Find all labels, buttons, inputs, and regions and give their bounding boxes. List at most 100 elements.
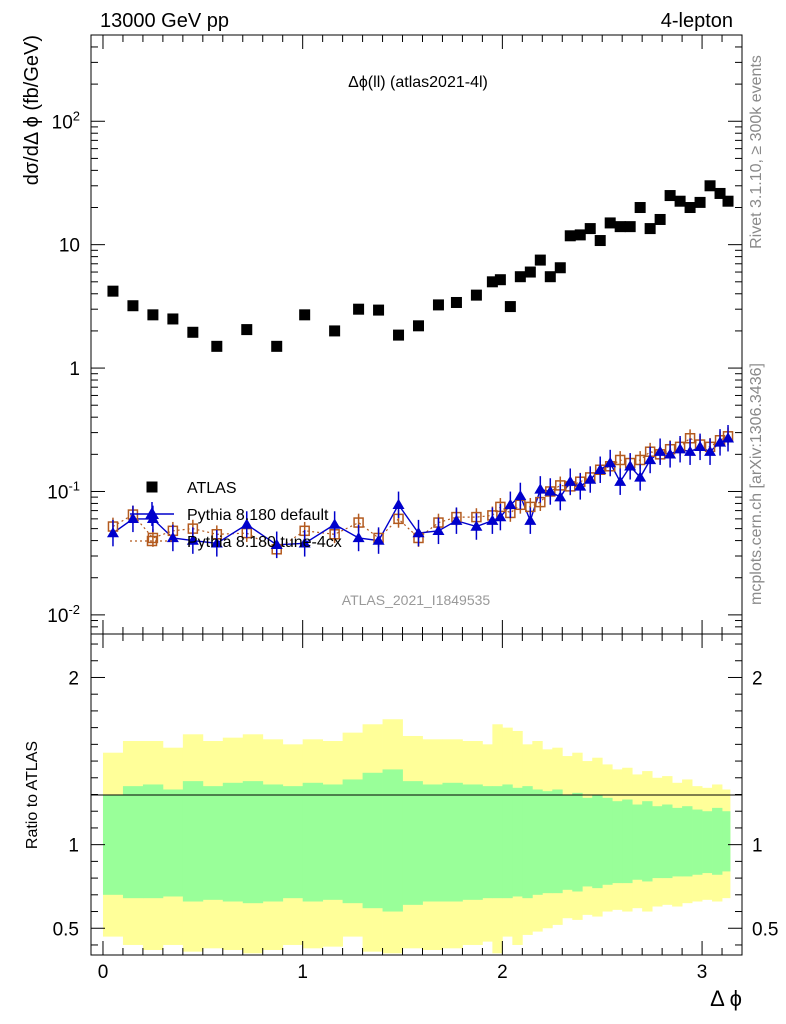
- stat-band-bin: [672, 807, 683, 877]
- atlas-point: [674, 195, 686, 207]
- ratio-bands: [102, 719, 731, 954]
- atlas-point: [534, 254, 546, 266]
- legend-default-marker: [145, 507, 159, 519]
- default-point: [470, 520, 483, 531]
- stat-band-bin: [102, 794, 124, 895]
- legend-tune-4cx-marker: [146, 535, 158, 547]
- ratio-y-tick-label-right: 1: [752, 836, 763, 857]
- stat-band-bin: [562, 794, 573, 890]
- tune-4cx-point: [614, 454, 626, 466]
- atlas-point: [187, 326, 199, 338]
- stat-band-bin: [712, 807, 723, 875]
- x-axis-label: Δ ϕ: [710, 986, 742, 1011]
- atlas-point: [211, 340, 223, 352]
- default-point: [432, 524, 445, 536]
- main-plot: 10-2 10-1 1 10 102 Δϕ(ll) (atlas2021-4l) ATL…: [21, 34, 743, 635]
- default-point: [106, 527, 119, 538]
- stat-band-bin: [122, 786, 144, 899]
- atlas-point: [504, 301, 516, 313]
- default-point: [614, 475, 627, 486]
- stat-band-bin: [722, 811, 731, 872]
- default-point: [514, 489, 527, 501]
- ratio-x-ticks: 0 1 2 3: [98, 634, 743, 983]
- stat-band-bin: [342, 779, 363, 904]
- main-data-points: [106, 180, 735, 559]
- atlas-point: [147, 309, 159, 321]
- main-x-ticks: [102, 35, 743, 634]
- legend: ATLAS Pythia 8.180 default Pythia 8.180 tu…: [130, 480, 342, 551]
- default-point: [544, 485, 557, 496]
- atlas-point: [684, 202, 696, 214]
- default-point: [186, 534, 199, 545]
- atlas-point: [644, 223, 656, 235]
- stat-band-bin: [222, 782, 244, 902]
- atlas-point: [167, 313, 179, 325]
- stat-band-bin: [322, 784, 344, 900]
- default-point: [166, 531, 179, 543]
- stat-band-bin: [682, 806, 693, 877]
- ratio-y-tick-label: 2: [68, 668, 79, 689]
- tune-4cx-point: [147, 532, 159, 544]
- stat-band-bin: [282, 786, 304, 899]
- ratio-y-ticks: 0.5 0.5 1 1 2 2: [53, 643, 778, 946]
- ratio-y-tick-label-right: 0.5: [752, 919, 778, 940]
- atlas-point: [574, 229, 586, 241]
- default-point: [494, 511, 507, 522]
- default-point: [594, 463, 607, 474]
- stat-band-bin: [552, 789, 563, 894]
- stat-band-bin: [262, 784, 284, 902]
- stat-band-bin: [572, 792, 583, 892]
- atlas-point: [393, 329, 405, 341]
- stat-band-bin: [602, 797, 613, 885]
- default-point: [298, 537, 311, 548]
- atlas-point: [329, 325, 341, 337]
- analysis-watermark: ATLAS_2021_I1849535: [342, 592, 491, 608]
- atlas-point: [554, 262, 566, 274]
- stat-band-bin: [622, 799, 633, 884]
- stat-band-bin: [492, 786, 503, 899]
- atlas-point: [470, 289, 482, 301]
- atlas-point: [544, 271, 556, 283]
- atlas-point: [654, 213, 666, 225]
- atlas-point: [714, 187, 726, 199]
- default-point: [486, 514, 499, 525]
- atlas-point: [450, 296, 462, 308]
- stat-band-bin: [302, 782, 324, 902]
- default-point: [564, 475, 577, 486]
- stat-band-bin: [662, 804, 673, 879]
- y-tick-label: 10: [59, 236, 80, 257]
- stat-band-bin: [142, 784, 164, 899]
- atlas-point: [241, 324, 253, 336]
- stat-band-bin: [202, 786, 224, 900]
- default-point: [504, 498, 517, 509]
- stat-band-bin: [182, 781, 204, 902]
- atlas-point: [604, 217, 616, 229]
- x-tick-label: 2: [497, 962, 508, 983]
- y-tick-label: 1: [69, 359, 80, 380]
- x-tick-label: 1: [297, 962, 308, 983]
- atlas-point: [432, 299, 444, 311]
- x-tick-label: 0: [98, 962, 109, 983]
- stat-band-bin: [402, 781, 423, 905]
- default-point: [584, 473, 597, 484]
- stat-band-bin: [502, 784, 513, 899]
- stat-band-bin: [512, 787, 523, 897]
- legend-default-label: Pythia 8.180 default: [187, 507, 329, 524]
- stat-band-bin: [482, 786, 493, 899]
- stat-band-bin: [542, 791, 553, 894]
- default-point: [534, 483, 547, 494]
- stat-band-bin: [642, 801, 653, 882]
- atlas-point: [664, 190, 676, 202]
- y-tick-label: 102: [52, 108, 80, 133]
- default-point: [722, 432, 735, 443]
- atlas-point: [494, 274, 506, 286]
- atlas-point: [107, 285, 119, 297]
- atlas-point: [299, 309, 311, 321]
- y-tick-label: 10-1: [47, 478, 80, 503]
- stat-band-bin: [652, 806, 663, 879]
- y-tick-label: 10-2: [47, 602, 80, 627]
- atlas-point: [524, 266, 536, 278]
- default-point: [524, 514, 537, 525]
- atlas-point: [722, 195, 734, 207]
